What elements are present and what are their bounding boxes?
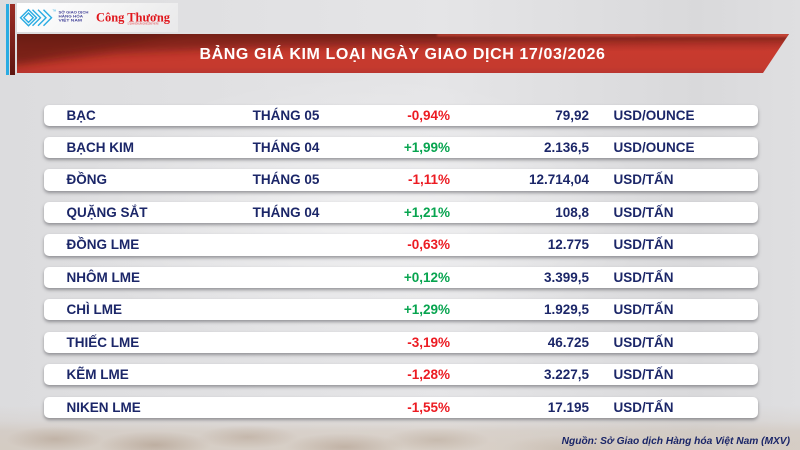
svg-text:SỞ GIAO DỊCH: SỞ GIAO DỊCH bbox=[58, 9, 88, 14]
svg-text:HÀNG HÓA: HÀNG HÓA bbox=[58, 13, 83, 18]
svg-text:CƠ QUAN NGÔN LUẬN CỦA BỘ CÔNG: CƠ QUAN NGÔN LUẬN CỦA BỘ CÔNG THƯƠNG bbox=[127, 21, 158, 26]
svg-text:Công Thương: Công Thương bbox=[96, 10, 171, 24]
svg-text:TM: TM bbox=[52, 10, 55, 13]
svg-text:VIỆT NAM: VIỆT NAM bbox=[58, 17, 82, 22]
